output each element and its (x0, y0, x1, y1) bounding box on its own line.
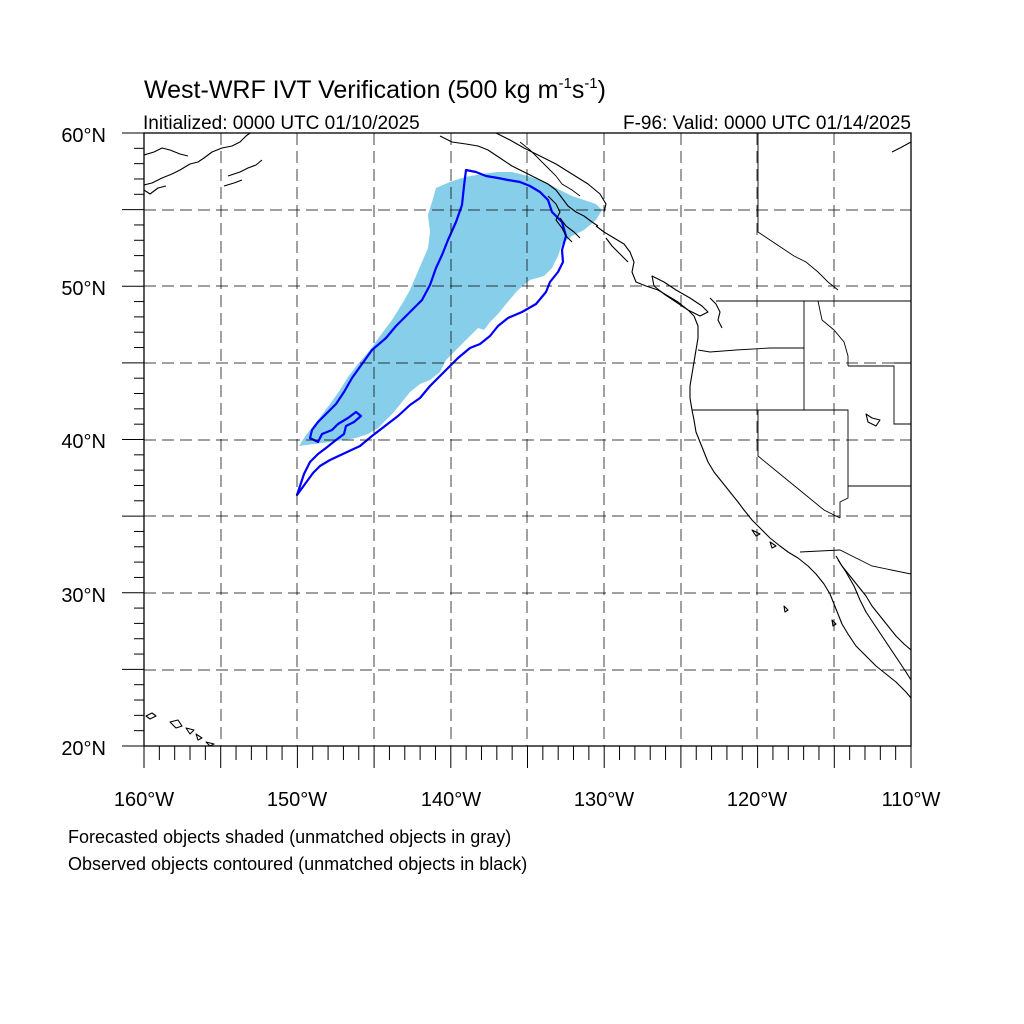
lon-labels: 160°W 150°W 140°W 130°W 120°W 110°W (114, 789, 941, 811)
lon-label-120w: 120°W (727, 789, 787, 811)
figure-title: West-WRF IVT Verification (500 kg m-1s-1… (144, 75, 606, 104)
lon-label-160w: 160°W (114, 789, 174, 811)
lon-label-150w: 150°W (267, 789, 327, 811)
graticule (144, 133, 911, 746)
lat-label-40n: 40°N (61, 431, 106, 453)
lon-label-130w: 130°W (574, 789, 634, 811)
lat-label-60n: 60°N (61, 125, 106, 147)
axis-ticks (122, 132, 912, 768)
lat-label-50n: 50°N (61, 278, 106, 300)
lat-label-30n: 30°N (61, 585, 106, 607)
political-borders (519, 133, 911, 575)
lat-label-20n: 20°N (61, 738, 106, 760)
valid-label: F-96: Valid: 0000 UTC 01/14/2025 (623, 113, 911, 134)
lon-label-140w: 140°W (421, 789, 481, 811)
map-panel (144, 133, 911, 746)
footnote-forecast: Forecasted objects shaded (unmatched obj… (68, 827, 511, 847)
coastlines (144, 133, 911, 746)
initialized-label: Initialized: 0000 UTC 01/10/2025 (143, 113, 420, 134)
forecast-object-shading (299, 172, 602, 446)
lat-labels: 60°N 50°N 40°N 30°N 20°N (61, 125, 106, 760)
observed-object-contour (295, 168, 568, 497)
footnote-observed: Observed objects contoured (unmatched ob… (68, 854, 527, 874)
lon-label-110w: 110°W (882, 789, 941, 811)
